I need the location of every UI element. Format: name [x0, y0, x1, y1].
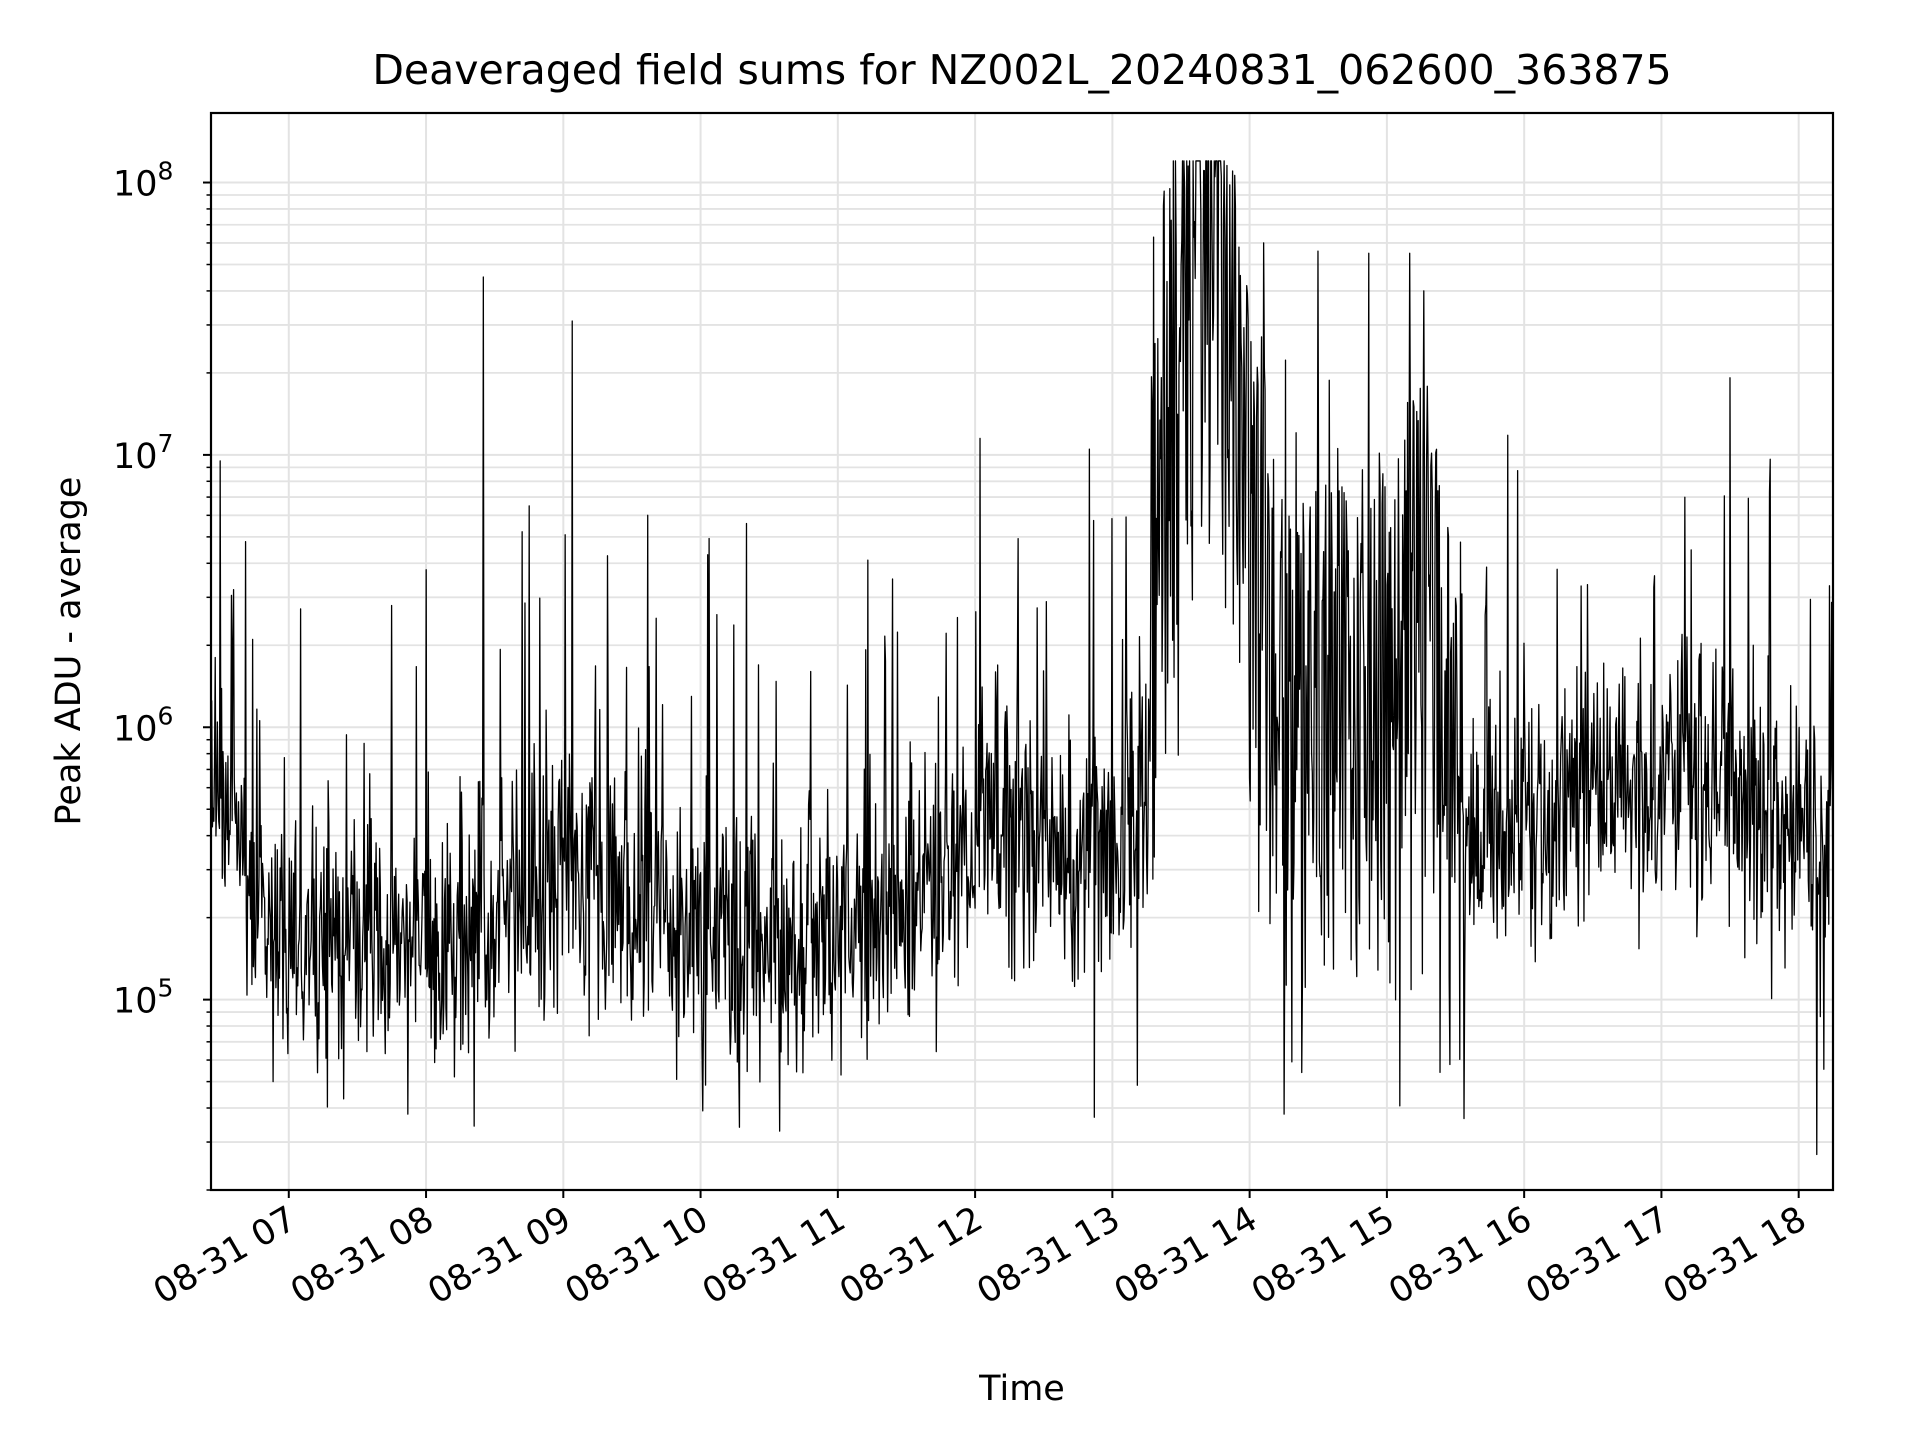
grid-layer	[211, 113, 1833, 1191]
y-tick-label: 106	[113, 701, 173, 749]
y-tick-label: 105	[113, 974, 173, 1022]
y-tick-label-exponent: 5	[158, 974, 174, 1003]
y-axis-label: Peak ADU - average	[49, 477, 89, 826]
x-axis-label: Time	[978, 1369, 1065, 1409]
y-tick-label-base: 10	[113, 437, 158, 477]
y-tick-label: 108	[113, 157, 173, 205]
plot-area	[210, 160, 1834, 1156]
y-tick-label: 107	[113, 429, 173, 477]
axes-frame	[209, 111, 1835, 1192]
y-tick-label-exponent: 8	[158, 157, 174, 186]
y-tick-label-base: 10	[113, 709, 158, 749]
y-tick-label-exponent: 6	[158, 701, 174, 730]
y-tick-label-base: 10	[113, 982, 158, 1022]
chart-title: Deaveraged field sums for NZ002L_2024083…	[372, 46, 1671, 94]
y-tick-label-base: 10	[113, 165, 158, 205]
series-line	[210, 160, 1834, 1156]
y-tick-label-exponent: 7	[158, 429, 174, 458]
